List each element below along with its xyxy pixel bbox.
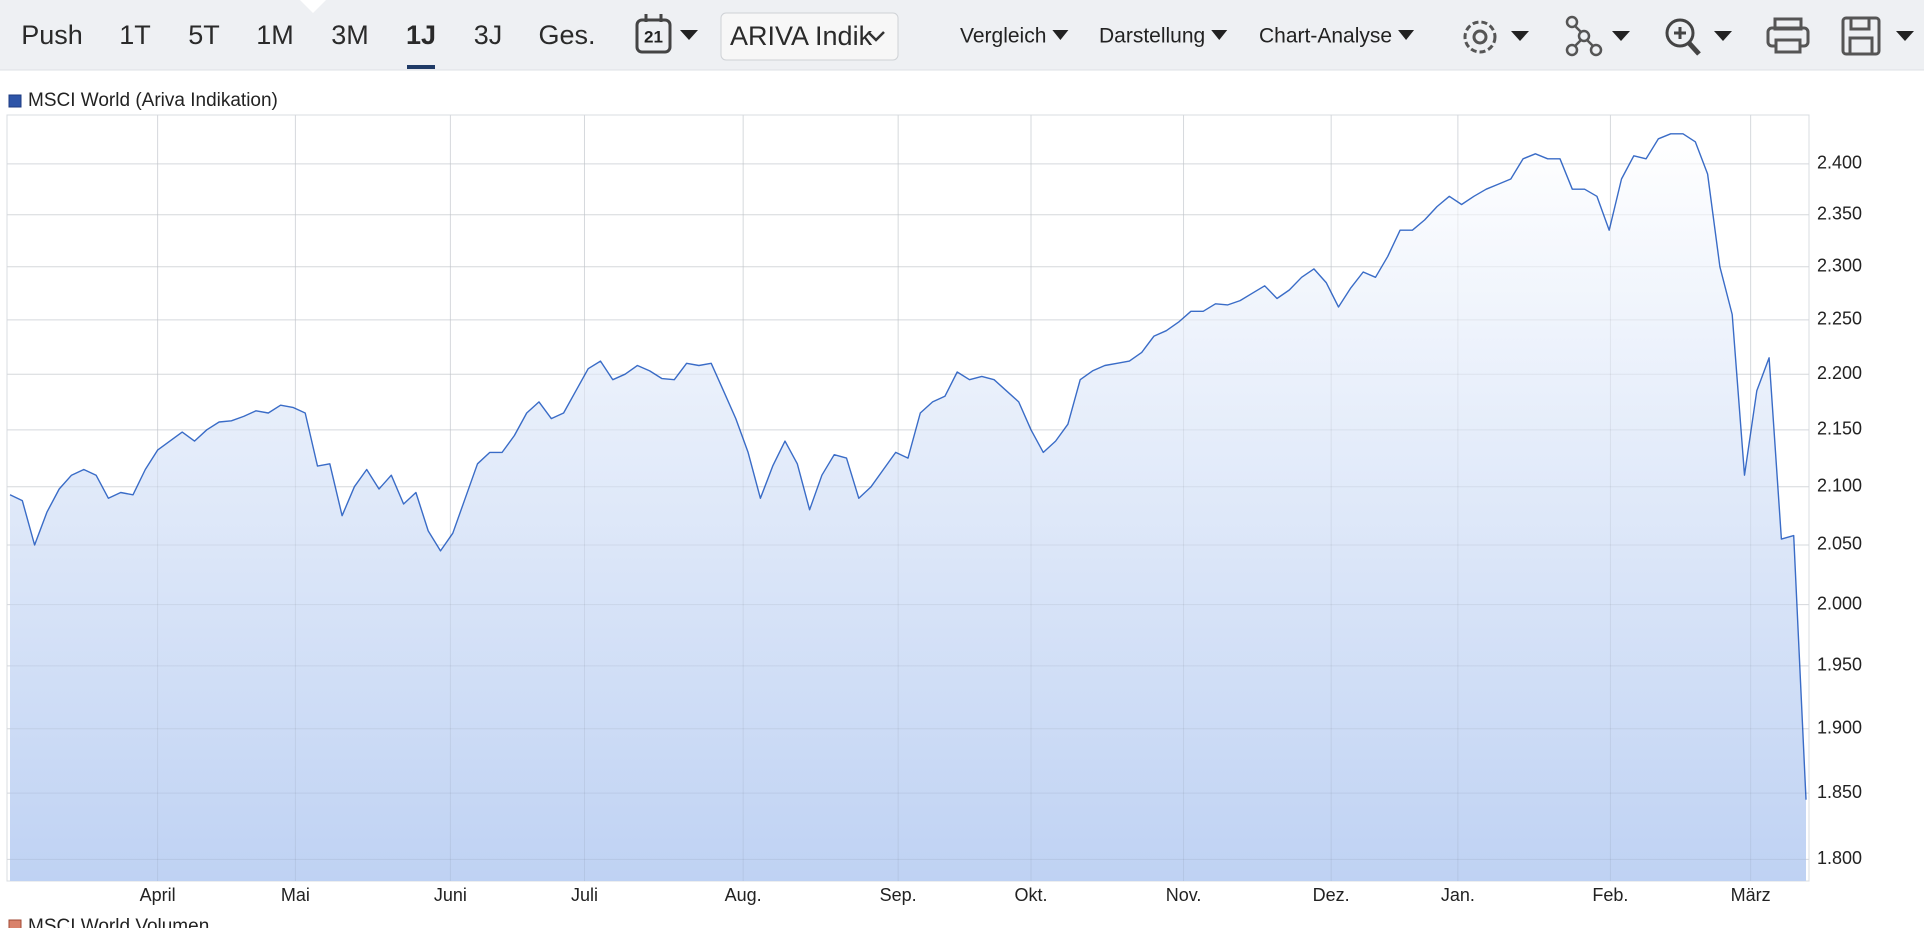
y-tick-label: 1.850 bbox=[1817, 782, 1862, 802]
x-tick-label: Okt. bbox=[1015, 885, 1048, 905]
y-tick-label: 2.150 bbox=[1817, 419, 1862, 439]
x-tick-label: Nov. bbox=[1166, 885, 1202, 905]
dropdown-arrow bbox=[1211, 30, 1228, 40]
x-tick-label: Sep. bbox=[880, 885, 917, 905]
dropdown-arrow bbox=[1612, 31, 1630, 41]
print-button[interactable] bbox=[1766, 17, 1810, 54]
calendar-day: 21 bbox=[644, 27, 663, 46]
price-line bbox=[9, 133, 1807, 800]
x-tick-label: Juli bbox=[571, 885, 598, 905]
dropdown-arrow bbox=[1511, 31, 1529, 41]
select-box bbox=[720, 12, 899, 61]
x-tick-label: März bbox=[1731, 885, 1771, 905]
toolbar bbox=[0, 0, 1924, 70]
dropdown-arrow bbox=[1896, 31, 1914, 41]
gear-hub bbox=[1472, 29, 1488, 45]
y-tick-label: 2.300 bbox=[1817, 256, 1862, 276]
toolbar-notch bbox=[300, 0, 326, 13]
dropdown-arrow bbox=[1052, 30, 1069, 40]
source-select[interactable]: ARIVA Indik bbox=[720, 12, 899, 61]
network-icon bbox=[1565, 15, 1603, 57]
calendar-button[interactable]: 21 bbox=[635, 14, 698, 54]
zoom-button[interactable] bbox=[1665, 18, 1732, 56]
dropdown-arrow bbox=[1398, 30, 1415, 40]
menu-dropdown[interactable]: Darstellung bbox=[1099, 25, 1205, 48]
x-tick-label: Dez. bbox=[1313, 885, 1350, 905]
range-button[interactable]: 1J bbox=[406, 20, 436, 50]
indicators-button[interactable] bbox=[1565, 15, 1630, 57]
select-chevron bbox=[867, 31, 885, 42]
save-button[interactable] bbox=[1841, 16, 1914, 56]
legend-swatch bbox=[8, 919, 22, 928]
y-tick-label: 1.800 bbox=[1817, 848, 1862, 868]
dropdown-arrow bbox=[1714, 31, 1732, 41]
x-tick-label: Feb. bbox=[1592, 885, 1628, 905]
y-tick-label: 1.950 bbox=[1817, 655, 1862, 675]
gear-icon bbox=[1463, 20, 1497, 54]
y-tick-label: 2.350 bbox=[1817, 204, 1862, 224]
y-tick-label: 2.200 bbox=[1817, 363, 1862, 383]
y-tick-label: 2.400 bbox=[1817, 153, 1862, 173]
menu-dropdown[interactable]: Chart-Analyse bbox=[1259, 25, 1392, 48]
x-tick-label: Mai bbox=[281, 885, 310, 905]
area-fill bbox=[10, 133, 1806, 882]
legend-label: MSCI World (Ariva Indikation) bbox=[28, 90, 278, 111]
y-tick-label: 1.900 bbox=[1817, 717, 1862, 737]
range-button[interactable]: 3J bbox=[474, 20, 503, 50]
range-button[interactable]: 3M bbox=[331, 20, 369, 50]
printer-paper bbox=[1774, 38, 1802, 54]
legend-label: MSCI World Volumen bbox=[28, 916, 209, 928]
y-tick-label: 2.000 bbox=[1817, 593, 1862, 613]
disk-label bbox=[1849, 16, 1871, 31]
legend-swatch bbox=[8, 94, 22, 108]
y-tick-label: 2.050 bbox=[1817, 534, 1862, 554]
x-tick-label: Jan. bbox=[1441, 885, 1475, 905]
y-tick-label: 2.100 bbox=[1817, 475, 1862, 495]
select-text: ARIVA Indik bbox=[730, 21, 873, 51]
calendar-icon bbox=[635, 18, 672, 54]
x-tick-label: April bbox=[140, 885, 176, 905]
x-tick-label: Juni bbox=[434, 885, 467, 905]
menu-dropdown[interactable]: Vergleich bbox=[960, 25, 1046, 48]
range-button[interactable]: 1T bbox=[119, 20, 151, 50]
disk-slot bbox=[1848, 36, 1874, 56]
dropdown-arrow bbox=[680, 30, 698, 40]
settings-button[interactable] bbox=[1463, 20, 1529, 54]
zoom-handle bbox=[1687, 41, 1701, 56]
zoom-icon bbox=[1665, 18, 1695, 48]
range-button[interactable]: Push bbox=[21, 20, 83, 50]
y-tick-label: 2.250 bbox=[1817, 309, 1862, 329]
range-button[interactable]: 5T bbox=[188, 20, 220, 50]
range-button[interactable]: Ges. bbox=[538, 20, 595, 50]
range-button[interactable]: 1M bbox=[256, 20, 294, 50]
x-tick-label: Aug. bbox=[725, 885, 762, 905]
active-underline bbox=[407, 65, 435, 69]
